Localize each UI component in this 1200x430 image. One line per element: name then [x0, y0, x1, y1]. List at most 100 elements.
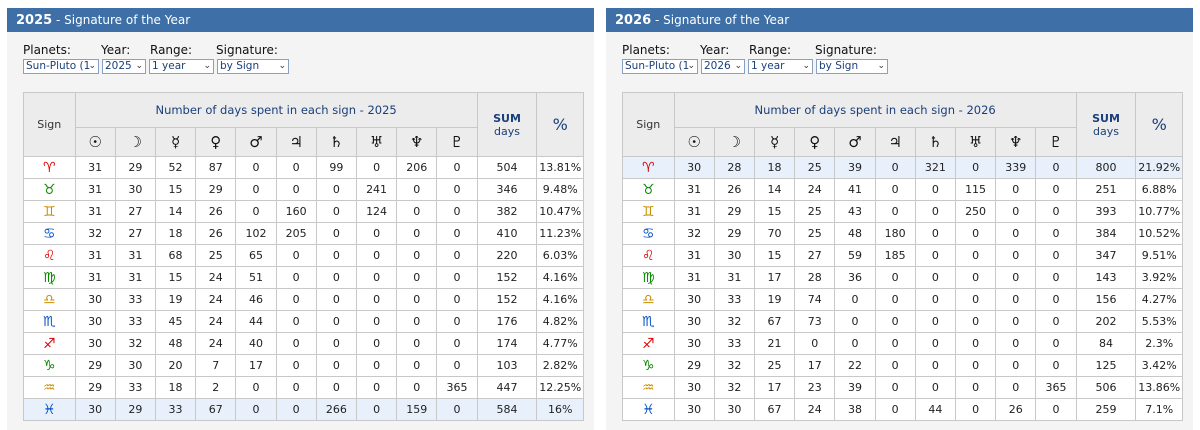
- signature-select[interactable]: by Sign ⌄: [217, 59, 289, 74]
- sum-cell: 584: [476, 398, 538, 421]
- range-select[interactable]: 1 year ⌄: [748, 59, 813, 74]
- days-table: Sign Number of days spent in each sign - …: [622, 92, 1183, 421]
- day-count-cell: 25: [794, 222, 836, 245]
- signature-panel-2026: 2026 - Signature of the Year Planets: Year…: [606, 8, 1193, 430]
- day-count-cell: 0: [834, 288, 876, 311]
- day-count-cell: 241: [355, 178, 398, 201]
- day-count-cell: 0: [235, 398, 277, 421]
- day-count-cell: 0: [315, 288, 357, 311]
- day-count-cell: 160: [275, 200, 317, 223]
- planets-select[interactable]: Sun-Pluto (1 ⌄: [23, 59, 99, 74]
- sign-column-header: Sign: [23, 92, 76, 157]
- table-row: ♉ 31 26 14 24 41 0 0 115 0 0 251 6.88%: [622, 178, 1183, 201]
- day-count-cell: 15: [154, 178, 197, 201]
- day-count-cell: 0: [315, 310, 357, 333]
- day-count-cell: 30: [114, 178, 156, 201]
- day-count-cell: 0: [874, 266, 916, 289]
- table-row: ♊ 31 27 14 26 0 160 0 124 0 0 382 10.47%: [23, 200, 584, 223]
- sum-cell: 174: [476, 332, 538, 355]
- pisces-icon: ♓: [23, 398, 76, 421]
- chevron-down-icon: ⌄: [687, 61, 695, 71]
- sun-icon: ☉: [673, 127, 715, 157]
- day-count-cell: 67: [753, 310, 796, 333]
- sum-cell: 251: [1075, 178, 1137, 201]
- day-count-cell: 0: [874, 156, 916, 179]
- day-count-cell: 0: [436, 200, 478, 223]
- table-row: ♍ 31 31 17 28 36 0 0 0 0 0 143 3.92%: [622, 266, 1183, 289]
- day-count-cell: 0: [355, 266, 398, 289]
- day-count-cell: 39: [834, 156, 876, 179]
- saturn-icon: ♄: [914, 127, 956, 157]
- day-count-cell: 28: [794, 266, 836, 289]
- table-row: ♑ 29 32 25 17 22 0 0 0 0 0 125 3.42%: [622, 354, 1183, 377]
- sum-cell: 393: [1075, 200, 1137, 223]
- sum-cell: 382: [476, 200, 538, 223]
- percent-cell: 13.86%: [1135, 376, 1183, 399]
- sum-cell: 152: [476, 266, 538, 289]
- day-count-cell: 0: [235, 376, 277, 399]
- day-count-cell: 0: [914, 332, 956, 355]
- day-count-cell: 32: [74, 222, 116, 245]
- year-select[interactable]: 2026 ⌄: [701, 59, 745, 74]
- jupiter-icon: ♃: [874, 127, 916, 157]
- day-count-cell: 0: [995, 376, 1037, 399]
- day-count-cell: 67: [753, 398, 796, 421]
- day-count-cell: 24: [195, 266, 237, 289]
- day-count-cell: 31: [74, 244, 116, 267]
- day-count-cell: 17: [753, 376, 796, 399]
- day-count-cell: 36: [834, 266, 876, 289]
- capricorn-icon: ♑: [23, 354, 76, 377]
- day-count-cell: 0: [1035, 222, 1077, 245]
- sum-cell: 447: [476, 376, 538, 399]
- neptune-icon: ♆: [995, 127, 1037, 157]
- year-label: Year:: [101, 43, 131, 57]
- day-count-cell: 0: [914, 200, 956, 223]
- day-count-cell: 30: [673, 310, 715, 333]
- planets-select[interactable]: Sun-Pluto (1 ⌄: [622, 59, 698, 74]
- percent-cell: 6.88%: [1135, 178, 1183, 201]
- capricorn-icon: ♑: [622, 354, 675, 377]
- day-count-cell: 0: [355, 288, 398, 311]
- day-count-cell: 0: [315, 332, 357, 355]
- sum-header-label: SUM: [493, 111, 521, 125]
- percent-cell: 6.03%: [536, 244, 584, 267]
- day-count-cell: 0: [315, 222, 357, 245]
- day-count-cell: 30: [673, 398, 715, 421]
- day-count-cell: 30: [74, 398, 116, 421]
- range-select-value: 1 year: [751, 60, 785, 72]
- day-count-cell: 48: [834, 222, 876, 245]
- day-count-cell: 0: [1035, 288, 1077, 311]
- day-count-cell: 0: [914, 178, 956, 201]
- day-count-cell: 26: [195, 222, 237, 245]
- signature-select[interactable]: by Sign ⌄: [816, 59, 888, 74]
- day-count-cell: 30: [114, 354, 156, 377]
- sum-cell: 347: [1075, 244, 1137, 267]
- percent-cell: 3.42%: [1135, 354, 1183, 377]
- year-select[interactable]: 2025 ⌄: [102, 59, 146, 74]
- day-count-cell: 0: [954, 244, 997, 267]
- day-count-cell: 0: [914, 376, 956, 399]
- table-row: ♌ 31 31 68 25 65 0 0 0 0 0 220 6.03%: [23, 244, 584, 267]
- table-title: Number of days spent in each sign - 2025: [74, 92, 478, 128]
- day-count-cell: 0: [396, 310, 438, 333]
- day-count-cell: 44: [914, 398, 956, 421]
- day-count-cell: 365: [436, 376, 478, 399]
- sum-cell: 125: [1075, 354, 1137, 377]
- range-select[interactable]: 1 year ⌄: [149, 59, 214, 74]
- day-count-cell: 0: [355, 332, 398, 355]
- day-count-cell: 0: [1035, 244, 1077, 267]
- table-row: ♏ 30 32 67 73 0 0 0 0 0 0 202 5.53%: [622, 310, 1183, 333]
- day-count-cell: 31: [673, 178, 715, 201]
- scorpio-icon: ♏: [622, 310, 675, 333]
- day-count-cell: 0: [396, 244, 438, 267]
- day-count-cell: 250: [954, 200, 997, 223]
- day-count-cell: 0: [995, 200, 1037, 223]
- day-count-cell: 0: [914, 310, 956, 333]
- taurus-icon: ♉: [23, 178, 76, 201]
- day-count-cell: 24: [195, 332, 237, 355]
- day-count-cell: 0: [355, 354, 398, 377]
- day-count-cell: 0: [396, 266, 438, 289]
- saturn-icon: ♄: [315, 127, 357, 157]
- day-count-cell: 0: [874, 288, 916, 311]
- day-count-cell: 23: [794, 376, 836, 399]
